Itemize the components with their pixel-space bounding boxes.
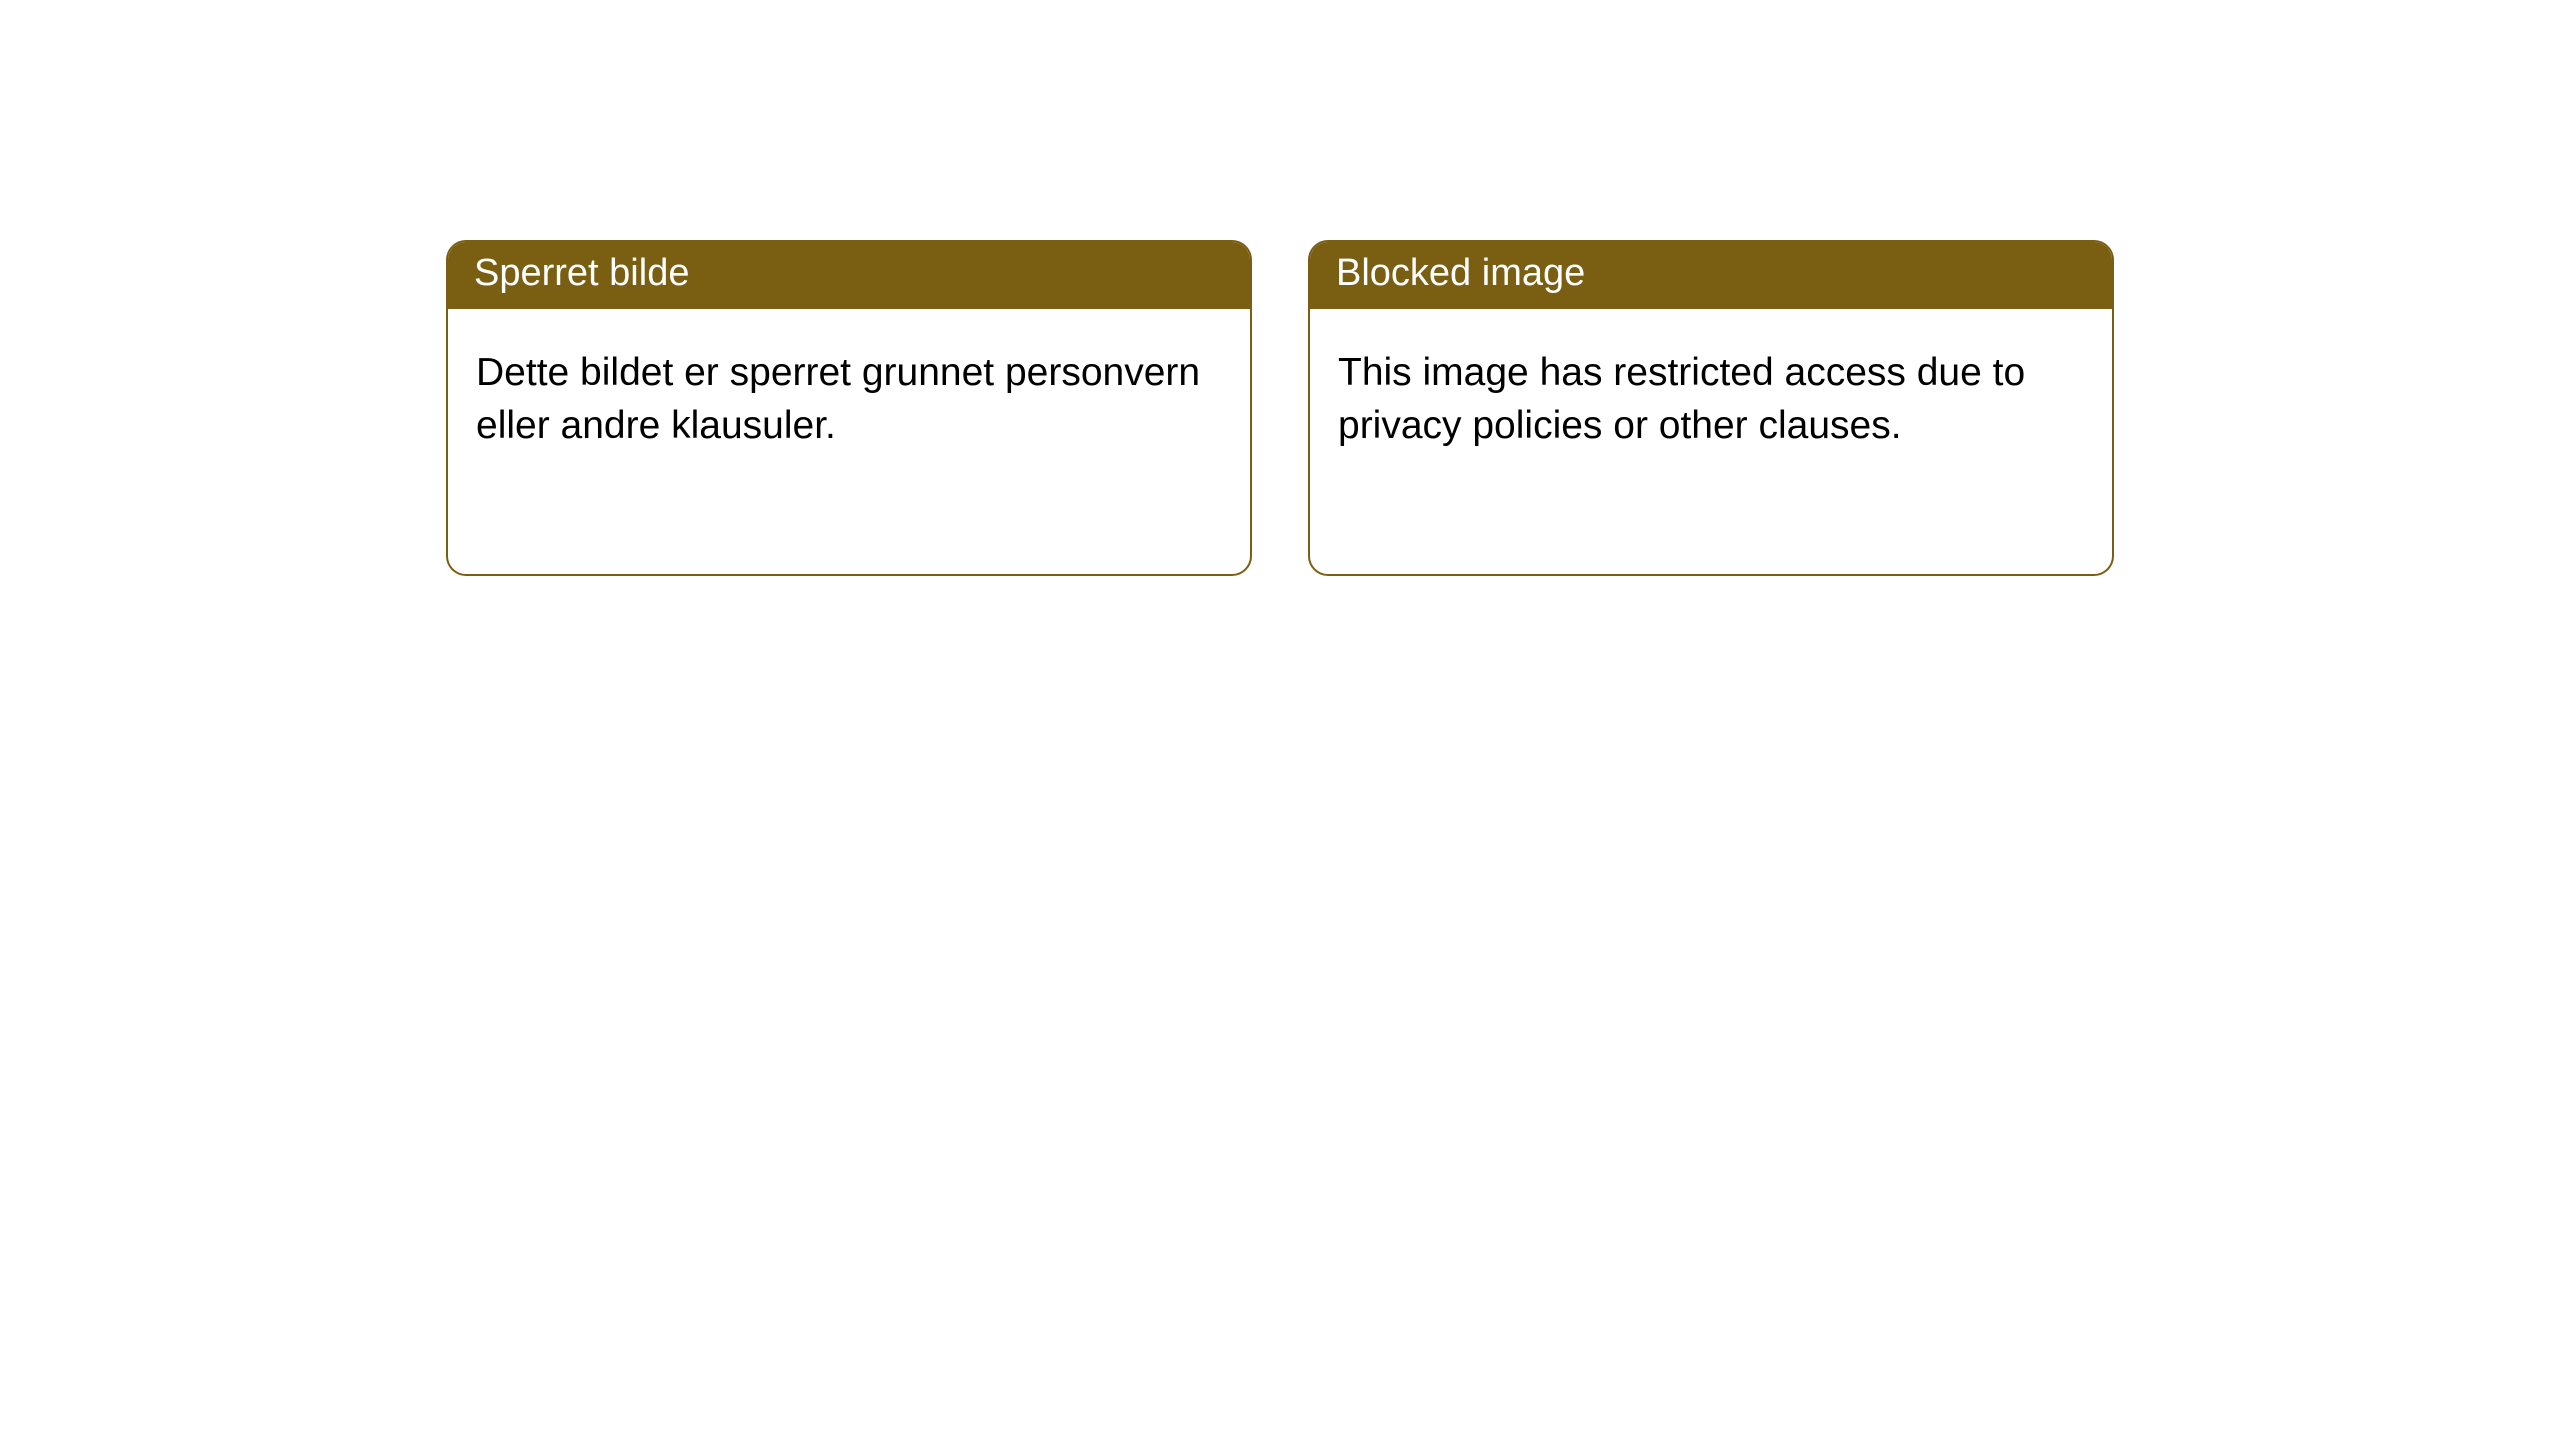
notice-body-norwegian: Dette bildet er sperret grunnet personve… [448, 309, 1250, 480]
notice-card-english: Blocked image This image has restricted … [1308, 240, 2114, 576]
notice-title-english: Blocked image [1310, 242, 2112, 309]
notice-body-english: This image has restricted access due to … [1310, 309, 2112, 480]
notice-card-norwegian: Sperret bilde Dette bildet er sperret gr… [446, 240, 1252, 576]
notice-container: Sperret bilde Dette bildet er sperret gr… [0, 0, 2560, 576]
notice-title-norwegian: Sperret bilde [448, 242, 1250, 309]
